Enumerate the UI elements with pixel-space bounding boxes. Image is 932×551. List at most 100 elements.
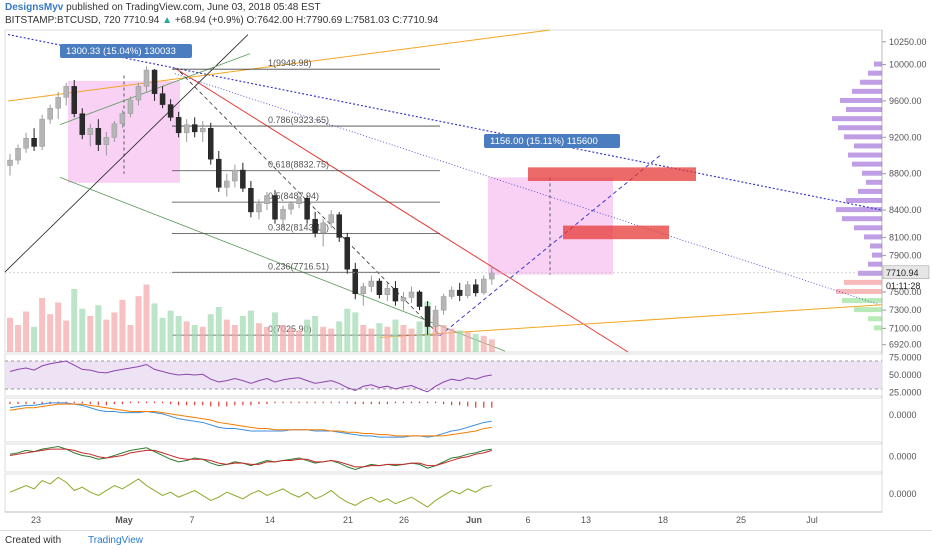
volume-profile-bar [874,325,882,331]
volume-bar [231,325,238,352]
candle [416,290,423,311]
y-tick-label: 9600.00 [889,96,922,106]
volume-bar [432,316,439,352]
resistance-zone-upper [528,167,696,181]
candle-body [304,198,310,220]
candle [47,104,53,124]
author-name[interactable]: DesignsMyv [5,2,64,13]
volume-bar [119,299,126,352]
volume-bar [7,317,13,352]
y-tick-label: 7100.00 [889,323,922,333]
candle-body [208,127,214,160]
candle-body [167,104,174,118]
y-tick-label: 6920.00 [889,340,922,350]
volume-bar [456,330,463,352]
tradingview-logo[interactable]: TradingView [88,535,144,546]
candle-body [384,288,391,295]
candle [79,108,86,140]
candle [71,80,77,118]
macd-signal-line [9,403,492,437]
volume-profile-bar [864,234,882,240]
candle-body [464,284,471,296]
candle [432,305,439,332]
candle-body [264,195,270,204]
candle [448,286,455,300]
volume-bar [239,316,246,352]
change-arrow-icon: ▲ [162,15,173,26]
indicator-tick-label: 0.0000 [889,410,917,420]
publish-line: DesignsMyv published on TradingView.com,… [5,2,321,13]
x-tick-label: 13 [581,515,591,525]
volume-bar [87,316,94,352]
volume-bar [183,321,190,352]
candle [15,144,21,165]
candle [384,282,391,302]
measure-label-right: 1156.00 (15.11%) 115600 [484,134,620,148]
volume-profile-bar [868,70,882,76]
candle [63,82,69,106]
volume-bar [288,328,295,352]
candle [95,119,102,151]
volume-profile-bar [860,79,882,85]
candle-body [39,118,45,147]
indicator-tick-label: 0.0000 [889,489,917,499]
x-tick-label: 25 [736,515,746,525]
candle [368,275,375,292]
candle [352,262,359,300]
volume-bar [143,284,150,352]
volume-bar [39,298,46,352]
indicator-pane-macd [4,397,883,443]
volume-bar [31,326,38,352]
created-with-label: Created with [5,535,62,546]
volume-profile-bar [858,270,882,276]
volume-bar [135,296,142,352]
candle [167,99,174,121]
candle-body [296,198,302,204]
candle-body [344,237,351,270]
volume-profile-bar [840,97,882,103]
resistance-zone-lower [563,225,669,240]
volume-bar [392,319,399,352]
candle-body [159,93,166,105]
fib-level-label: 0.618(8832.75) [268,160,329,170]
trendline-red [174,67,629,353]
candle [199,120,206,142]
volume-bar [23,311,30,352]
chart-header: DesignsMyv published on TradingView.com,… [0,0,932,28]
volume-bar [223,319,230,352]
volume-profile-bar [852,88,882,94]
volume-bar [247,310,254,352]
candle [135,82,142,106]
candle-body [183,124,190,134]
candle-body [336,214,342,238]
volume-profile-bar [846,198,882,204]
rsi-line [9,360,492,393]
volume-profile-bar [868,316,882,322]
candle-body [424,306,431,327]
candle-body [288,203,294,210]
volume-bar [376,323,383,352]
x-tick-label: 6 [525,515,530,525]
measure-label-left: 1300.33 (15.04%) 130033 [60,44,192,58]
candle [224,173,230,197]
candle-body [312,218,318,234]
candle [111,120,118,142]
candle-body [416,291,423,307]
symbol-line: BITSTAMP:BTCUSD, 720 7710.94 ▲ +68.94 (+… [5,15,438,26]
volume-bar [320,326,327,352]
volume-bar [336,321,343,352]
volume-bar [480,335,487,352]
price-chart[interactable]: 10250.00 10000.00 9600.00 9200.00 8800.00 840… [0,0,932,530]
candle [232,164,238,188]
candle [456,282,463,302]
y-tick-label: 7500.00 [889,287,922,297]
candle-body [31,137,37,147]
last-price: 7710.94 [123,15,160,26]
countdown-label: 01:11:28 [886,281,920,291]
volume-bar [127,325,134,352]
volume-bar [368,328,375,352]
trendline-blue-fine [174,73,883,306]
candle-body [392,288,399,302]
candle [376,278,383,299]
candle [151,69,158,101]
